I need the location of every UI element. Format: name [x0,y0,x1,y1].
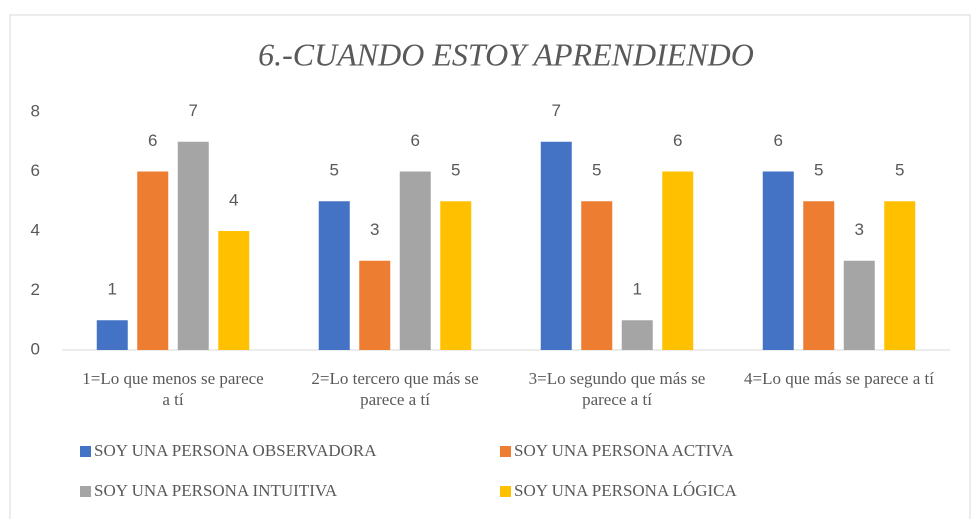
bar [440,201,472,350]
y-tick-label: 4 [31,220,40,239]
bar [803,201,835,350]
data-label: 4 [229,190,238,209]
data-label: 5 [592,161,601,180]
y-tick-label: 0 [31,339,40,358]
data-label: 7 [552,101,561,120]
data-label: 6 [673,131,682,150]
x-tick-label: 3=Lo segundo que más se parece a tí [528,369,706,409]
bar [843,260,875,350]
x-tick-label: 1=Lo que menos se parece a tí [82,369,264,409]
bar [662,171,694,350]
legend-swatch [80,446,91,457]
data-label: 3 [370,220,379,239]
data-label: 5 [451,161,460,180]
legend-swatch [80,486,91,497]
x-tick-label: 2=Lo tercero que más se parece a tí [311,369,479,409]
bar [399,171,431,350]
bar [177,141,209,350]
data-label: 6 [411,131,420,150]
data-label: 5 [895,161,904,180]
legend-swatch [500,486,511,497]
bar [762,171,794,350]
data-label: 5 [330,161,339,180]
data-label: 7 [189,101,198,120]
x-tick-label: 4=Lo que más se parece a tí [744,369,934,388]
legend-label: SOY UNA PERSONA OBSERVADORA [94,441,377,460]
bar [318,201,350,350]
y-tick-label: 2 [31,280,40,299]
bar [581,201,613,350]
bar [137,171,169,350]
bar [359,260,391,350]
chart-border [9,14,971,519]
chart-title: 6.-CUANDO ESTOY APRENDIENDO [258,36,754,72]
legend-label: SOY UNA PERSONA ACTIVA [514,441,734,460]
bar [540,141,572,350]
data-label: 6 [148,131,157,150]
y-tick-label: 6 [31,161,40,180]
legend-swatch [500,446,511,457]
data-label: 3 [855,220,864,239]
legend-label: SOY UNA PERSONA INTUITIVA [94,481,338,500]
data-label: 6 [774,131,783,150]
bar [218,231,250,350]
y-tick-label: 8 [31,101,40,120]
data-label: 1 [108,280,117,299]
data-label: 5 [814,161,823,180]
legend-label: SOY UNA PERSONA LÓGICA [514,481,737,500]
bar [96,320,128,350]
data-label: 1 [633,280,642,299]
bar [884,201,916,350]
bar [621,320,653,350]
